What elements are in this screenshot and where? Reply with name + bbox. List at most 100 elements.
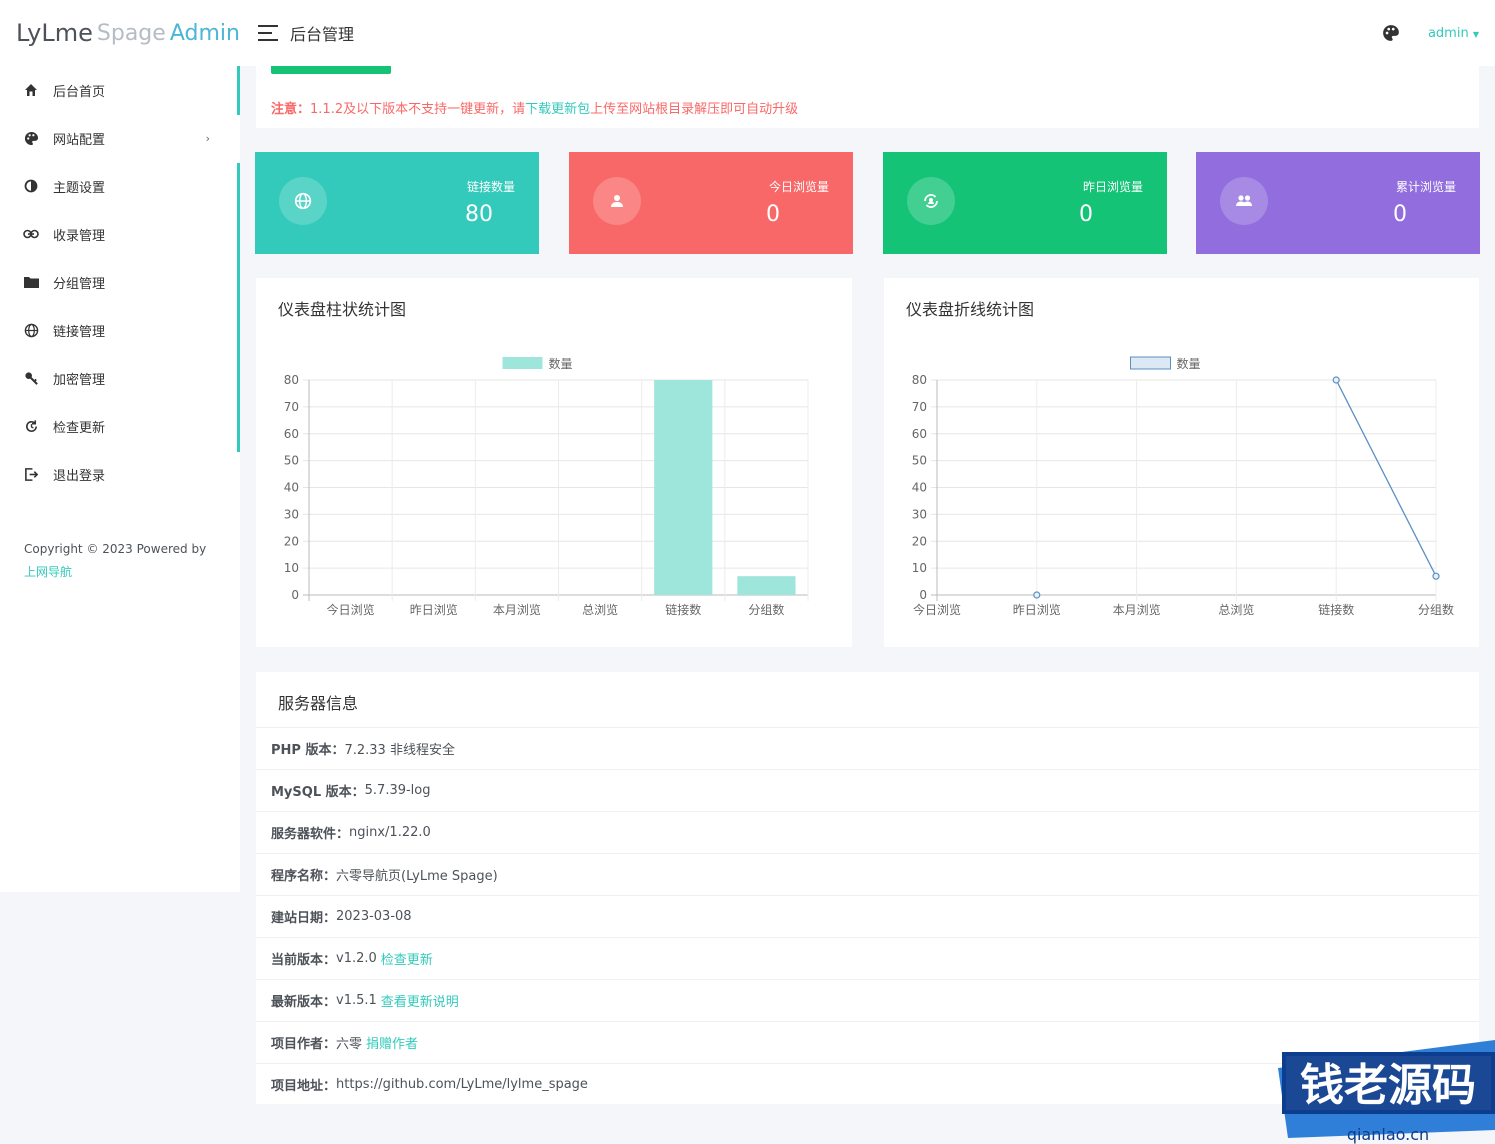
- sidebar-item-home[interactable]: 后台首页: [0, 66, 240, 114]
- x-tick-label: 昨日浏览: [1013, 602, 1061, 617]
- stat-value: 0: [1079, 202, 1093, 227]
- chevron-right-icon: ›: [205, 131, 210, 145]
- server-info-value: 2023-03-08: [336, 909, 412, 924]
- data-point: [1332, 376, 1340, 384]
- sidebar-item-logout[interactable]: 退出登录: [0, 450, 240, 498]
- server-info-link[interactable]: 检查更新: [380, 953, 433, 968]
- x-tick-label: 链接数: [665, 602, 701, 617]
- server-info-row: 建站日期： 2023-03-08: [256, 895, 1479, 937]
- server-info-label: MySQL 版本：: [271, 785, 365, 800]
- server-info-value: v1.2.0: [336, 951, 377, 966]
- bar-chart: 0 10 20 30 40 50 60 70 80 今日浏览 昨日浏览 本月浏览 总浏览 链接数 分组数 数量: [284, 356, 809, 617]
- sidebar-item-label: 收录管理: [53, 228, 106, 244]
- server-info-label: 建站日期：: [271, 911, 337, 926]
- y-tick-label: 30: [284, 507, 299, 521]
- stat-value: 0: [1393, 202, 1407, 227]
- update-button[interactable]: [271, 66, 391, 74]
- sidebar-item-theme[interactable]: 主题设置: [0, 162, 240, 210]
- logo-part-3: Admin: [169, 20, 240, 46]
- sidebar-item-label: 检查更新: [53, 420, 106, 436]
- download-update-link[interactable]: 下载更新包: [525, 102, 591, 117]
- server-info-link[interactable]: 捐赠作者: [366, 1037, 419, 1052]
- link-icon: [22, 225, 40, 243]
- server-info-row: 最新版本： v1.5.1 查看更新说明: [256, 979, 1479, 1021]
- server-info-value: 5.7.39-log: [364, 783, 431, 798]
- y-tick-label: 70: [284, 400, 299, 414]
- copyright-text: Copyright © 2023 Powered by: [24, 542, 207, 556]
- sidebar-scroll-accent: [237, 163, 240, 452]
- sidebar-item-check-update[interactable]: 检查更新: [0, 402, 240, 450]
- copyright-link[interactable]: 上网导航: [24, 565, 73, 579]
- stat-value: 0: [766, 202, 780, 227]
- line-chart-card: 仪表盘折线统计图 0 10 20 30 40 50 60 70 80 今日浏览 昨日浏览 本月浏览 总浏…: [884, 278, 1479, 647]
- y-tick-label: 10: [284, 561, 299, 575]
- x-tick-label: 今日浏览: [913, 602, 961, 617]
- sidebar-item-groups[interactable]: 分组管理: [0, 258, 240, 306]
- server-info-value: https://github.com/LyLme/lylme_spage: [336, 1077, 588, 1092]
- notice-prefix: 注意：: [271, 102, 311, 117]
- stat-label: 累计浏览量: [1395, 180, 1456, 194]
- server-info-row: 项目地址： https://github.com/LyLme/lylme_spag…: [256, 1063, 1479, 1105]
- server-info-label: 项目作者：: [271, 1037, 337, 1052]
- sidebar-scroll-accent: [237, 66, 240, 115]
- server-info-row: MySQL 版本： 5.7.39-log: [256, 769, 1479, 811]
- sidebar-item-label: 退出登录: [53, 468, 106, 484]
- legend-label: 数量: [549, 356, 573, 371]
- server-info-value: 六零: [336, 1037, 363, 1052]
- user-menu[interactable]: admin ▼: [1428, 26, 1479, 41]
- home-icon: [22, 81, 40, 99]
- server-info-row: 程序名称： 六零导航页(LyLme Spage): [256, 853, 1479, 895]
- x-tick-label: 分组数: [1418, 602, 1454, 617]
- line-chart-title: 仪表盘折线统计图: [906, 300, 1035, 319]
- users-icon: [1220, 177, 1268, 225]
- refresh-icon: [22, 417, 40, 435]
- server-info-label: 最新版本：: [271, 995, 337, 1010]
- server-info-label: 当前版本：: [271, 953, 337, 968]
- watermark-subtext: qianlao.cn: [1347, 1125, 1429, 1144]
- logo[interactable]: LyLme Spage Admin: [0, 0, 240, 66]
- legend-label: 数量: [1177, 356, 1201, 371]
- header-title: 后台管理: [290, 25, 355, 44]
- server-info-row: PHP 版本： 7.2.33 非线程安全: [256, 727, 1479, 769]
- sidebar-item-submissions[interactable]: 收录管理: [0, 210, 240, 258]
- server-info-value: v1.5.1: [336, 993, 377, 1008]
- caret-down-icon: ▼: [1472, 29, 1479, 39]
- notice-text-2: 上传至网站根目录解压即可自动升级: [590, 102, 799, 117]
- y-tick-label: 50: [284, 454, 299, 468]
- server-info-value: 7.2.33 非线程安全: [344, 743, 455, 758]
- user-name: admin: [1427, 25, 1469, 41]
- y-tick-label: 40: [912, 481, 927, 495]
- bar: [654, 380, 713, 595]
- top-header: 后台管理 admin ▼: [240, 0, 1495, 66]
- sidebar-item-label: 主题设置: [53, 180, 106, 196]
- data-point: [1432, 572, 1440, 580]
- stat-card-yesterday-views: 昨日浏览量 0: [883, 152, 1167, 254]
- sidebar-item-label: 分组管理: [53, 276, 106, 292]
- sidebar-item-site-config[interactable]: 网站配置 ›: [0, 114, 240, 162]
- notice-card: 注意：1.1.2及以下版本不支持一键更新，请下载更新包上传至网站根目录解压即可自…: [256, 66, 1479, 128]
- folder-icon: [22, 273, 40, 291]
- legend-swatch: [502, 357, 543, 369]
- sidebar-item-encryption[interactable]: 加密管理: [0, 354, 240, 402]
- sidebar-nav: 后台首页 网站配置 › 主题设置 收录管理 分组管理: [0, 66, 240, 498]
- theme-palette-icon[interactable]: [1382, 24, 1400, 42]
- sidebar-item-links[interactable]: 链接管理: [0, 306, 240, 354]
- server-info-link[interactable]: 查看更新说明: [380, 995, 459, 1010]
- sidebar-item-label: 加密管理: [53, 372, 106, 388]
- bar-chart-title: 仪表盘柱状统计图: [278, 300, 407, 319]
- x-tick-label: 分组数: [748, 602, 784, 617]
- logout-icon: [22, 465, 40, 483]
- legend-swatch: [1130, 356, 1171, 370]
- y-tick-label: 80: [912, 373, 927, 387]
- server-info-label: PHP 版本：: [271, 743, 345, 758]
- server-info-label: 项目地址：: [271, 1079, 337, 1094]
- server-info-label: 程序名称：: [271, 869, 337, 884]
- globe-icon: [279, 177, 327, 225]
- series-line: [1335, 379, 1437, 577]
- y-tick-label: 80: [284, 373, 299, 387]
- y-tick-label: 60: [284, 427, 299, 441]
- y-tick-label: 10: [912, 561, 927, 575]
- watermark-text: 钱老源码: [1300, 1060, 1476, 1111]
- y-tick-label: 40: [284, 481, 299, 495]
- menu-toggle-icon[interactable]: [258, 25, 278, 41]
